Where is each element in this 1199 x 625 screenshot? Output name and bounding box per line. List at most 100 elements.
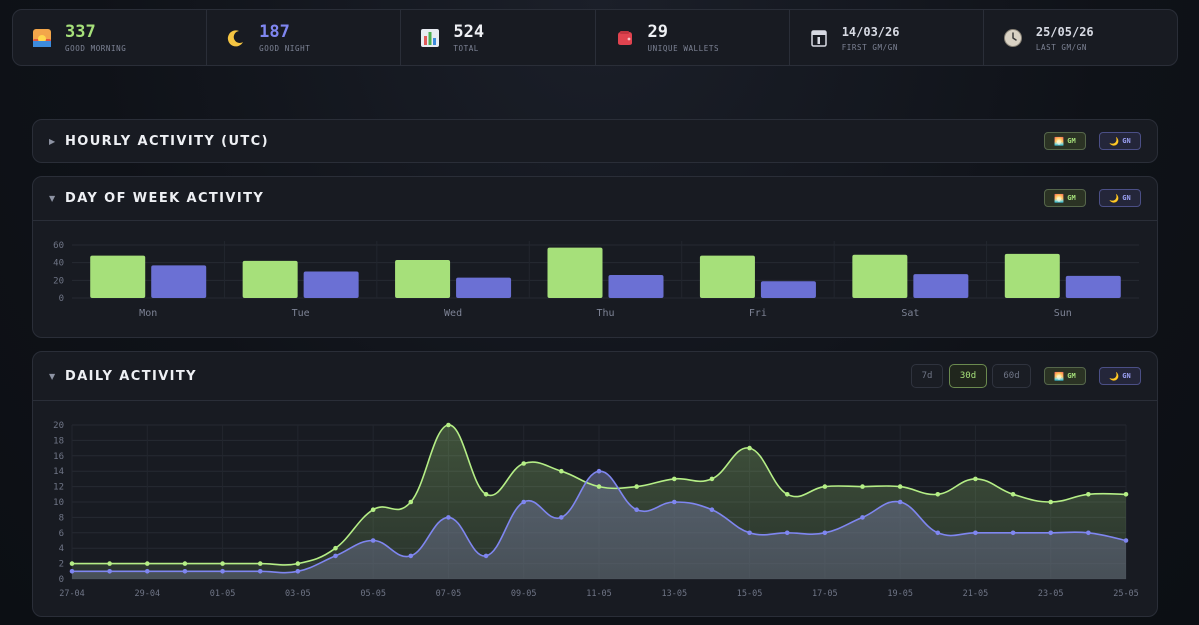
stat-value: 337 [65, 21, 96, 42]
stat-label: TOTAL [453, 43, 479, 53]
panel-title: HOURLY ACTIVITY (UTC) [65, 133, 269, 149]
range-60d-button[interactable]: 60d [992, 364, 1031, 388]
point-gn-01-05 [220, 569, 225, 574]
point-gm-28-04 [107, 561, 112, 566]
sunrise-icon: 🌅 [1054, 371, 1065, 381]
point-gm-25-05 [1123, 492, 1129, 497]
y-tick-label: 0 [59, 294, 64, 304]
gn-toggle-button[interactable]: 🌙 GN [1099, 189, 1141, 207]
stat-value: 29 [647, 21, 668, 42]
point-gn-17-05 [822, 530, 828, 536]
bar-gn-sat [913, 274, 969, 298]
stat-unique-wallets: 29 UNIQUE WALLETS [596, 10, 790, 65]
bar-gm-sun [1004, 253, 1060, 298]
moon-icon: 🌙 [1109, 193, 1120, 203]
bar-gm-wed [395, 260, 451, 298]
point-gn-21-05 [973, 530, 978, 536]
hourly-activity-header[interactable]: ▶ HOURLY ACTIVITY (UTC) 🌅 GM 🌙 GN [33, 120, 1157, 162]
point-gn-28-04 [107, 569, 112, 574]
point-gm-21-05 [973, 476, 978, 482]
daily-activity-area-chart: 0 2 4 6 8 10 12 14 16 18 20 27-04 29-04 01-05 03-05 05-… [53, 421, 1139, 599]
point-gn-30-04 [182, 569, 188, 574]
y-tick-label: 60 [53, 241, 64, 251]
bar-gm-tue [242, 260, 298, 298]
point-gn-03-05 [295, 569, 301, 574]
point-gm-24-05 [1086, 492, 1091, 497]
point-gm-20-05 [935, 492, 941, 497]
stat-label: UNIQUE WALLETS [647, 43, 720, 53]
point-gm-10-05 [559, 468, 564, 474]
stat-first-gm-gn: 14/03/26 FIRST GM/GN [790, 10, 984, 65]
bar-gn-sun [1065, 275, 1121, 298]
point-gm-11-05 [596, 484, 602, 489]
point-gn-12-05 [634, 507, 639, 512]
stat-total: 524 TOTAL [401, 10, 596, 65]
point-gm-23-05 [1048, 499, 1054, 505]
point-gn-18-05 [860, 515, 865, 520]
collapse-caret-icon[interactable]: ▼ [49, 193, 56, 203]
bar-gn-tue [303, 271, 359, 298]
x-tick-label: 07-05 [436, 589, 462, 599]
daily-activity-header[interactable]: ▼ DAILY ACTIVITY 7d 30d 60d 🌅 GM 🌙 GN [33, 352, 1157, 400]
moon-icon [225, 27, 247, 49]
gm-toggle-button[interactable]: 🌅 GM [1044, 367, 1086, 385]
bar-gm-thu [547, 247, 603, 298]
stat-value: 25/05/26 [1035, 24, 1094, 39]
point-gm-17-05 [822, 484, 828, 489]
x-tick-label: 01-05 [210, 589, 236, 599]
gm-toggle-button[interactable]: 🌅 GM [1044, 132, 1086, 150]
stat-value: 524 [453, 21, 485, 42]
y-tick-label: 20 [53, 421, 64, 431]
bar-gn-mon [151, 265, 207, 298]
range-30d-button[interactable]: 30d [949, 364, 987, 388]
calendar-icon [808, 27, 830, 49]
y-tick-label: 14 [53, 467, 64, 477]
x-tick-label: Wed [444, 308, 462, 319]
gn-toggle-button[interactable]: 🌙 GN [1099, 132, 1141, 150]
day-of-week-header[interactable]: ▼ DAY OF WEEK ACTIVITY 🌅 GM 🌙 GN [33, 177, 1157, 219]
clock-icon [1002, 27, 1024, 49]
expand-caret-icon[interactable]: ▶ [49, 136, 56, 146]
point-gm-04-05 [333, 545, 338, 551]
stat-label: GOOD NIGHT [259, 43, 311, 53]
y-tick-label: 0 [59, 575, 64, 585]
point-gn-09-05 [521, 499, 527, 505]
x-tick-label: 29-04 [134, 589, 160, 599]
y-tick-label: 20 [53, 276, 64, 286]
hourly-activity-panel: ▶ HOURLY ACTIVITY (UTC) 🌅 GM 🌙 GN [32, 119, 1158, 163]
sunrise-icon: 🌅 [1054, 193, 1065, 203]
x-tick-label: 11-05 [586, 589, 612, 599]
point-gm-18-05 [860, 484, 865, 489]
day-of-week-bar-chart: 0 20 40 60 Mon Tue Wed Thu Fri Sat Sun [53, 241, 1139, 319]
point-gm-29-04 [144, 561, 150, 566]
panel-title: DAY OF WEEK ACTIVITY [65, 190, 265, 206]
point-gn-05-05 [370, 538, 376, 543]
point-gn-07-05 [446, 515, 451, 520]
y-tick-label: 18 [53, 436, 64, 446]
gn-toggle-button[interactable]: 🌙 GN [1099, 367, 1141, 385]
x-tick-label: 21-05 [963, 589, 989, 599]
stat-good-morning: 337 GOOD MORNING [13, 10, 208, 65]
point-gn-06-05 [408, 553, 414, 559]
x-tick-label: 25-05 [1113, 589, 1139, 599]
y-tick-label: 10 [53, 498, 64, 508]
range-7d-button[interactable]: 7d [911, 364, 943, 388]
y-tick-label: 40 [53, 259, 64, 269]
point-gn-13-05 [671, 499, 677, 505]
stat-last-gm-gn: 25/05/26 LAST GM/GN [984, 10, 1177, 65]
point-gm-15-05 [747, 445, 752, 451]
point-gn-08-05 [483, 553, 489, 559]
point-gm-01-05 [220, 561, 225, 566]
x-tick-label: 15-05 [737, 589, 763, 599]
collapse-caret-icon[interactable]: ▼ [49, 371, 56, 381]
point-gn-15-05 [747, 530, 752, 536]
panel-divider [33, 220, 1157, 221]
area-gn [72, 471, 1126, 579]
x-tick-label: Tue [292, 308, 310, 319]
bar-gn-thu [608, 275, 664, 298]
point-gm-02-05 [257, 561, 263, 566]
point-gm-13-05 [671, 476, 677, 482]
bar-gm-mon [90, 255, 146, 298]
x-tick-label: Sat [901, 308, 919, 319]
gm-toggle-button[interactable]: 🌅 GM [1044, 189, 1086, 207]
